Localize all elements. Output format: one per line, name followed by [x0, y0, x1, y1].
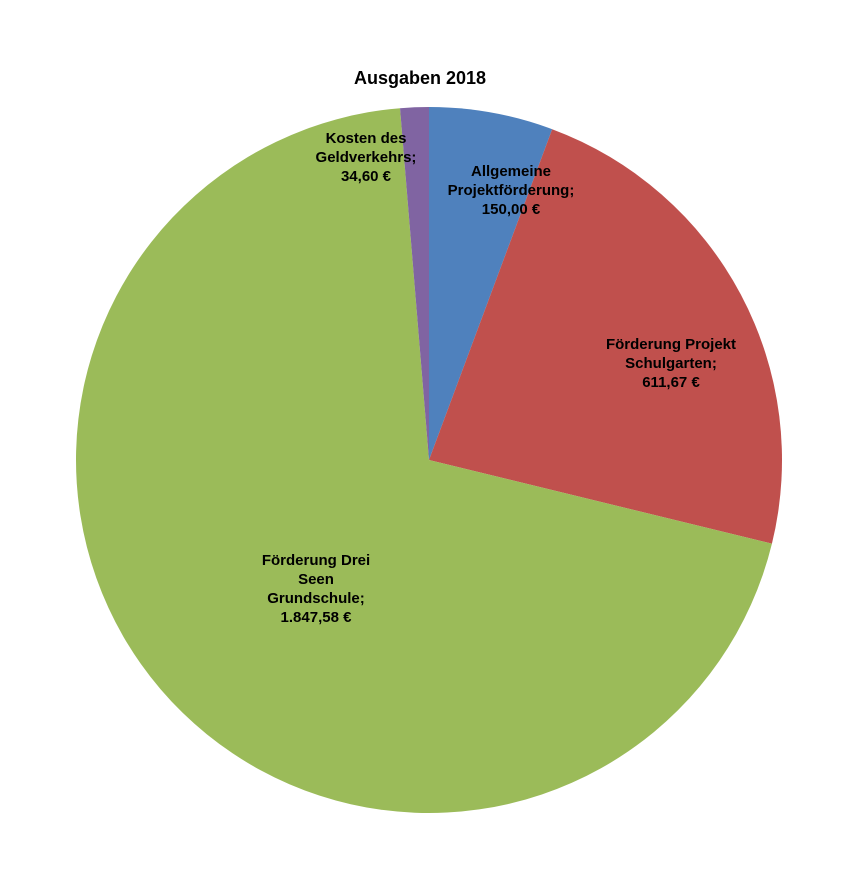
chart-title: Ausgaben 2018 — [354, 68, 486, 88]
pie-slice-label-line: Förderung Projekt — [606, 336, 736, 353]
pie-slice-label-line: Schulgarten; — [625, 355, 717, 372]
pie-slices — [76, 106, 783, 813]
pie-slice-label-3: Förderung Drei Seen Grundschule; 1.847,58 € — [262, 552, 370, 626]
pie-slice-2 — [429, 129, 783, 544]
pie-slice-label-line: 34,60 € — [341, 168, 392, 185]
pie-slice-label-line: 1.847,58 € — [281, 609, 353, 626]
pie-slice-label-line: 150,00 € — [482, 201, 541, 218]
pie-slice-label-line: Geldverkehrs; — [316, 149, 417, 166]
pie-slice-label-line: Allgemeine — [471, 163, 551, 180]
pie-slice-label-4: Kosten des Geldverkehrs; 34,60 € — [316, 130, 417, 185]
pie-slice-3 — [76, 108, 772, 813]
pie-slice-label-line: Projektförderung; — [448, 182, 575, 199]
pie-slice-label-line: Grundschule; — [267, 590, 365, 607]
pie-slice-label-2: Förderung Projekt Schulgarten; 611,67 € — [606, 336, 736, 391]
pie-slice-1 — [429, 106, 553, 460]
pie-slice-label-1: Allgemeine Projektförderung; 150,00 € — [448, 163, 575, 218]
pie-slice-4 — [400, 107, 429, 460]
pie-slice-label-line: Förderung Drei — [262, 552, 370, 569]
pie-slice-label-line: Seen — [298, 571, 334, 588]
pie-slice-label-line: 611,67 € — [642, 374, 700, 391]
pie-labels: Allgemeine Projektförderung; 150,00 € Förde… — [262, 130, 736, 626]
pie-slice-label-line: Kosten des — [326, 130, 407, 147]
